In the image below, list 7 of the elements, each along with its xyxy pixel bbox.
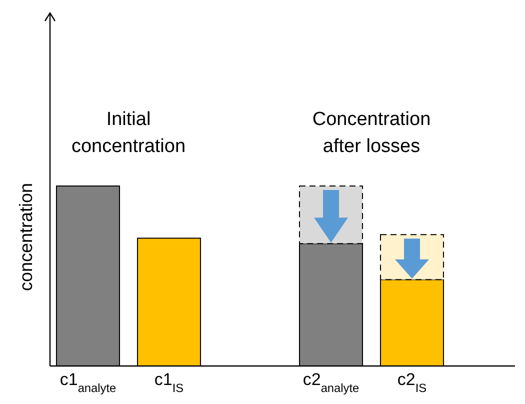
text: Concentration after losses (312, 109, 431, 157)
x-tick-label: c2$_{IS}$ (397, 370, 427, 395)
x-tick-label: c2$_{analyte}$ (302, 370, 360, 395)
x-tick-label: c1$_{IS}$ (154, 370, 184, 395)
text: Initial concentration (71, 109, 186, 157)
y-axis-title: concentration (16, 182, 36, 292)
x-tick-label: c1$_{analyte}$ (60, 370, 117, 395)
